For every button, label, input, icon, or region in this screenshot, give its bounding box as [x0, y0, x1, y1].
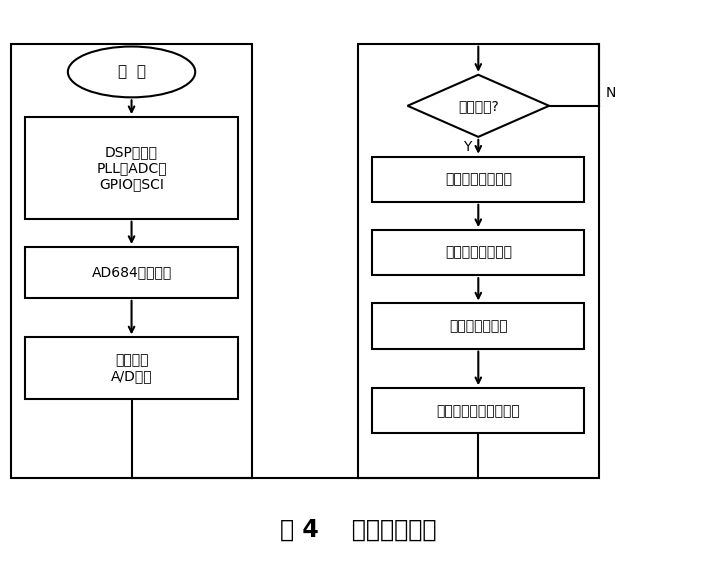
Text: 定位信息传输到上位机: 定位信息传输到上位机 [437, 404, 521, 418]
Bar [11, 44, 252, 478]
Text: DSP初始化
PLL、ADC、
GPIO、SCI: DSP初始化 PLL、ADC、 GPIO、SCI [96, 145, 167, 191]
Bar [358, 44, 599, 478]
Ellipse shape [68, 46, 195, 97]
Bar [372, 156, 584, 202]
Bar [372, 388, 584, 433]
Text: 惯性器件
A/D采集: 惯性器件 A/D采集 [111, 354, 153, 383]
Polygon shape [407, 74, 549, 137]
Bar [25, 337, 238, 399]
Text: 进入定位解算程序: 进入定位解算程序 [445, 172, 512, 186]
Text: 采集完毕?: 采集完毕? [458, 99, 498, 113]
Text: 进入定位解算程序: 进入定位解算程序 [445, 246, 512, 260]
Bar [25, 247, 238, 298]
Text: N: N [606, 86, 616, 100]
Text: Y: Y [463, 140, 471, 154]
Bar [25, 117, 238, 219]
Bar [372, 304, 584, 348]
Text: 结果存入缓冲区: 结果存入缓冲区 [449, 319, 508, 333]
Text: 图 4    系统软件流程: 图 4 系统软件流程 [280, 517, 436, 541]
Text: AD684采样保持: AD684采样保持 [92, 265, 172, 280]
Text: 开  始: 开 始 [117, 64, 145, 80]
Bar [372, 230, 584, 275]
